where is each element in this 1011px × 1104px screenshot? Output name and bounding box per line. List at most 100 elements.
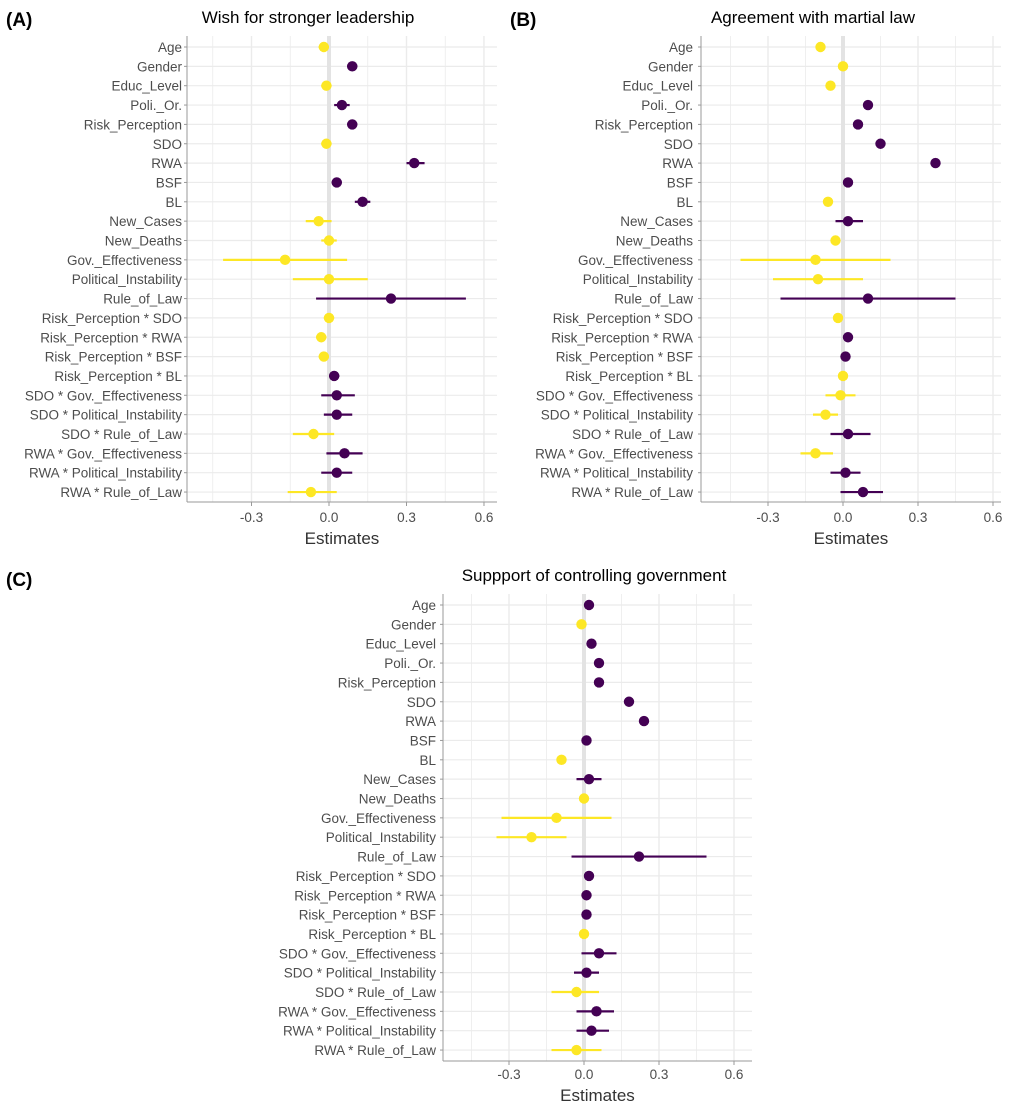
y-tick-label: RWA * Political_Instability: [283, 1024, 436, 1039]
estimate-point: [526, 832, 537, 843]
estimate-point: [331, 467, 342, 478]
y-tick-label: Age: [412, 598, 436, 613]
y-tick-label: Poli._Or.: [130, 98, 182, 113]
y-tick-label: Political_Instability: [326, 830, 437, 845]
y-tick-label: RWA * Political_Instability: [540, 466, 693, 481]
y-tick-label: BSF: [156, 175, 182, 190]
estimate-point: [578, 793, 590, 804]
y-tick-label: SDO * Political_Instability: [541, 408, 694, 423]
x-tick-label: -0.3: [497, 1067, 520, 1082]
y-tick-label: New_Cases: [109, 214, 182, 229]
y-tick-label: Risk_Perception * RWA: [294, 888, 436, 903]
x-tick-label: 0.0: [834, 510, 853, 525]
estimate-point: [571, 1044, 582, 1056]
y-tick-label: New_Deaths: [359, 792, 437, 807]
estimate-point: [328, 370, 340, 382]
estimate-point: [321, 80, 332, 91]
estimate-point: [556, 754, 567, 765]
estimate-point: [308, 428, 319, 440]
x-tick-label: 0.3: [650, 1067, 669, 1082]
estimate-point: [305, 486, 317, 498]
estimate-point: [339, 448, 350, 459]
y-tick-label: SDO: [153, 137, 182, 152]
estimate-point: [633, 851, 645, 862]
y-tick-label: Educ_Level: [365, 637, 436, 652]
x-axis-label: Estimates: [814, 529, 889, 548]
y-tick-label: RWA * Gov._Effectiveness: [535, 446, 693, 461]
y-tick-label: RWA: [151, 156, 182, 171]
y-tick-label: SDO * Rule_of_Law: [572, 427, 693, 442]
estimate-point: [812, 274, 824, 285]
y-tick-label: Risk_Perception: [84, 117, 182, 132]
x-tick-label: 0.6: [475, 510, 494, 525]
estimate-point: [316, 332, 327, 343]
y-tick-label: Gov._Effectiveness: [578, 253, 693, 268]
y-tick-label: RWA: [405, 714, 436, 729]
panel-a: (A) Wish for stronger leadership Age Gender…: [6, 8, 497, 548]
estimates-series: [223, 41, 466, 498]
estimate-point: [591, 1006, 602, 1017]
estimate-point: [357, 196, 368, 207]
estimate-point: [810, 254, 821, 266]
estimate-point: [842, 428, 854, 440]
estimate-point: [840, 467, 851, 478]
panel-c: (C) Suppport of controlling government Age…: [6, 566, 752, 1104]
estimate-point: [852, 119, 864, 130]
y-tick-label: Rule_of_Law: [357, 850, 436, 865]
estimate-point: [385, 293, 397, 304]
x-tick-label: 0.6: [725, 1067, 744, 1082]
estimate-point: [323, 312, 335, 324]
estimate-point: [638, 715, 650, 727]
y-tick-label: Risk_Perception * SDO: [553, 311, 693, 326]
y-tick-label: Rule_of_Law: [614, 292, 693, 307]
y-tick-label: Gender: [648, 59, 694, 74]
estimate-point: [837, 61, 849, 72]
estimate-point: [840, 351, 851, 362]
y-tick-label: SDO * Political_Instability: [284, 966, 437, 981]
y-tick-label: Gov._Effectiveness: [67, 253, 182, 268]
estimate-point: [323, 274, 335, 285]
estimate-point: [331, 409, 342, 420]
y-tick-label: RWA * Rule_of_Law: [314, 1043, 436, 1058]
y-tick-label: Age: [669, 40, 693, 55]
y-tick-label: Educ_Level: [111, 79, 182, 94]
x-axis-label: Estimates: [560, 1086, 635, 1104]
y-tick-label: RWA * Rule_of_Law: [60, 485, 182, 500]
estimate-point: [842, 177, 854, 188]
y-tick-label: SDO: [664, 137, 693, 152]
y-tick-label: Political_Instability: [583, 272, 694, 287]
estimate-point: [842, 332, 854, 343]
x-axis-label: Estimates: [305, 529, 380, 548]
chart-title: Wish for stronger leadership: [202, 8, 415, 27]
y-tick-label: SDO * Gov._Effectiveness: [536, 388, 693, 403]
y-tick-label: SDO * Gov._Effectiveness: [25, 388, 182, 403]
y-tick-label: RWA: [662, 156, 693, 171]
estimate-point: [581, 890, 592, 901]
y-tick-label: RWA * Gov._Effectiveness: [24, 446, 182, 461]
estimate-point: [321, 138, 332, 149]
y-tick-label: BL: [165, 195, 182, 210]
y-tick-label: SDO: [407, 695, 436, 710]
gridlines: [187, 36, 497, 502]
y-tick-label: RWA * Political_Instability: [29, 466, 182, 481]
estimate-point: [586, 638, 597, 649]
estimate-point: [409, 157, 420, 169]
estimate-point: [825, 80, 836, 91]
estimate-point: [331, 177, 342, 188]
y-tick-label: Risk_Perception * RWA: [551, 330, 693, 345]
estimate-point: [331, 390, 342, 401]
estimate-point: [623, 696, 635, 707]
y-tick-label: RWA * Gov._Effectiveness: [278, 1004, 436, 1019]
estimate-point: [318, 351, 330, 362]
estimate-point: [583, 870, 595, 882]
estimate-point: [581, 967, 592, 978]
panel-b: (B) Agreement with martial law Age Gender Ed…: [510, 8, 1002, 548]
y-tick-label: Risk_Perception * BL: [308, 927, 436, 942]
y-tick-label: BL: [419, 753, 436, 768]
estimate-point: [318, 41, 330, 53]
estimate-point: [576, 619, 587, 630]
y-tick-label: New_Deaths: [105, 234, 183, 249]
y-tick-label: Poli._Or.: [384, 656, 436, 671]
y-tick-label: SDO * Rule_of_Law: [315, 985, 436, 1000]
y-tick-label: Poli._Or.: [641, 98, 693, 113]
